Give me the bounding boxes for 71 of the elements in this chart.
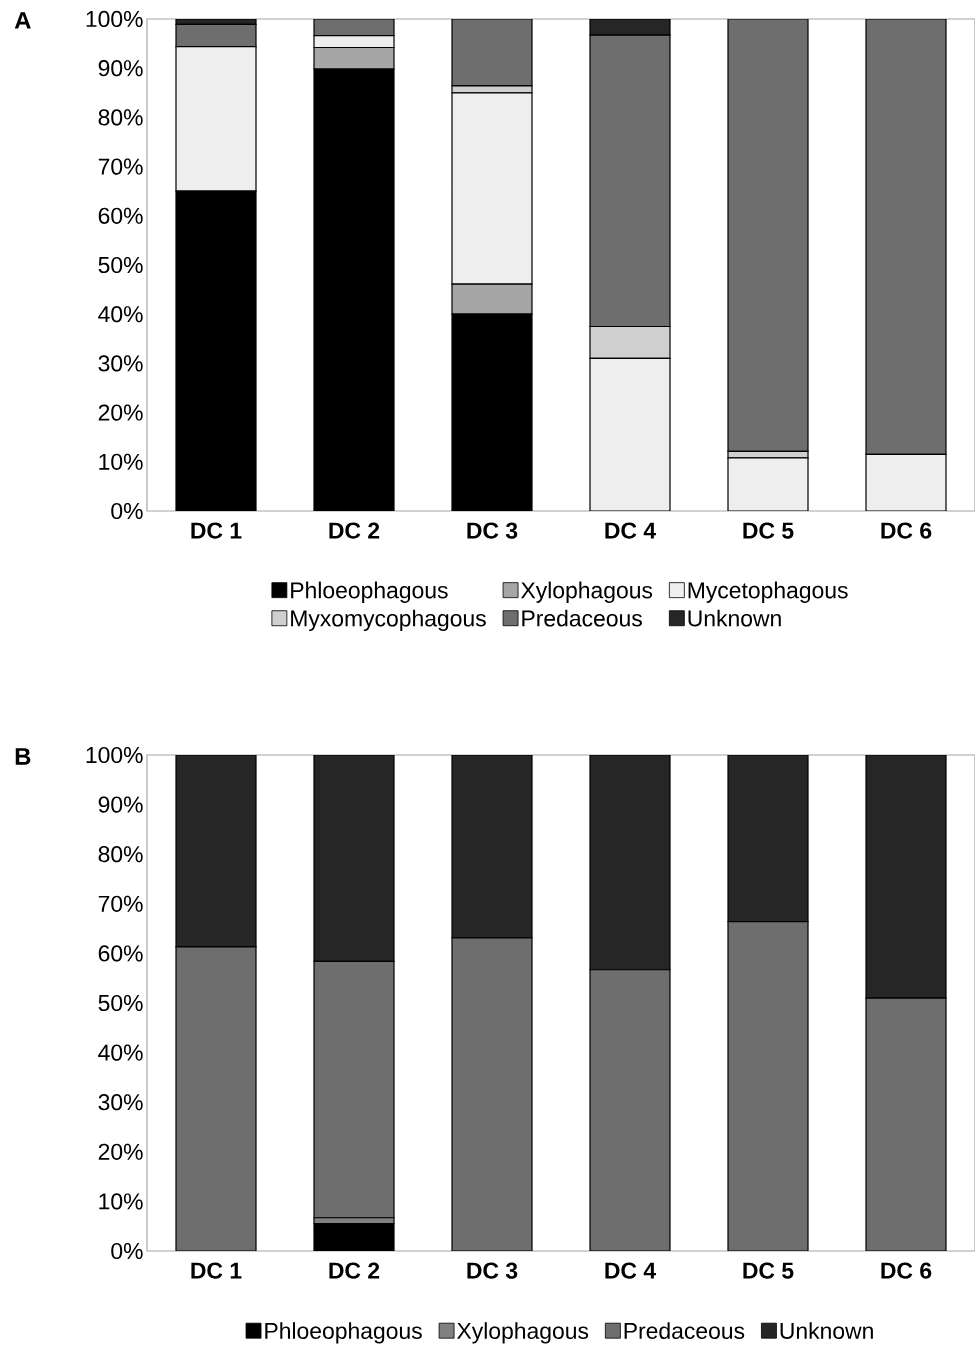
bar — [451, 18, 533, 87]
bar — [865, 755, 947, 999]
y-tick-label: 0% — [111, 1242, 143, 1260]
bar — [451, 92, 533, 285]
y-tick-label: 20% — [98, 404, 143, 421]
y-tick-label: 50% — [98, 994, 143, 1012]
bar — [727, 921, 809, 1251]
y-tick-label: 60% — [98, 945, 143, 962]
x-tick-label: DC 3 — [467, 522, 518, 539]
y-tick-label: 20% — [98, 1143, 143, 1160]
y-tick-label: 40% — [98, 1044, 143, 1061]
bar — [175, 946, 257, 1251]
y-tick-label: 100% — [86, 746, 143, 764]
bar — [313, 960, 395, 1219]
chart-title: A — [14, 12, 31, 29]
x-tick-label: DC 6 — [881, 1262, 932, 1279]
bar — [865, 453, 947, 511]
y-tick-label: 70% — [98, 158, 143, 175]
bar — [175, 45, 257, 192]
bar — [313, 35, 395, 49]
legend-label: Mycetophagous — [688, 581, 848, 603]
x-tick-label: DC 3 — [467, 1262, 518, 1279]
bar — [589, 357, 671, 511]
x-tick-label: DC 5 — [743, 1262, 794, 1279]
x-tick-label: DC 2 — [329, 1262, 380, 1279]
y-tick-label: 30% — [98, 1094, 143, 1111]
bar — [589, 325, 671, 360]
x-tick-label: DC 5 — [743, 522, 794, 539]
bar — [451, 755, 533, 939]
x-tick-label: DC 4 — [605, 1262, 656, 1279]
x-tick-label: DC 4 — [605, 522, 656, 539]
y-tick-label: 80% — [98, 109, 143, 126]
bar — [727, 457, 809, 511]
legend-label: Xylophagous — [457, 1322, 589, 1344]
y-tick-label: 10% — [99, 1193, 143, 1210]
bar — [865, 997, 947, 1251]
y-tick-label: 100% — [86, 10, 143, 28]
y-tick-label: 90% — [98, 796, 143, 813]
x-tick-label: DC 6 — [881, 522, 932, 539]
y-tick-label: 40% — [98, 306, 143, 323]
y-tick-label: 70% — [98, 895, 143, 912]
bar — [175, 755, 257, 948]
bar — [589, 969, 671, 1251]
x-tick-label: DC 2 — [329, 522, 380, 539]
bar — [313, 755, 395, 962]
legend-label: Unknown — [688, 609, 781, 627]
bar — [451, 937, 533, 1251]
y-tick-label: 10% — [99, 453, 143, 470]
legend-label: Phloeophagous — [291, 581, 448, 603]
y-tick-label: 30% — [98, 355, 143, 372]
bar — [589, 18, 671, 36]
bar — [175, 23, 257, 48]
legend-label: Predaceous — [624, 1322, 745, 1339]
chart-title: B — [15, 748, 31, 765]
y-tick-label: 90% — [98, 60, 143, 77]
bar — [589, 34, 671, 328]
legend-label: Xylophagous — [520, 581, 653, 603]
y-tick-label: 0% — [111, 502, 143, 520]
bar — [727, 755, 809, 923]
legend-label: Unknown — [780, 1322, 873, 1339]
legend-label: Myxomycophagous — [291, 609, 486, 632]
bar — [727, 18, 809, 453]
y-tick-label: 60% — [98, 207, 143, 224]
x-tick-label: DC 1 — [191, 522, 242, 539]
bar — [589, 755, 671, 971]
legend-label: Phloeophagous — [265, 1322, 422, 1344]
legend-label: Predaceous — [522, 609, 642, 627]
x-tick-label: DC 1 — [191, 1262, 242, 1279]
y-tick-label: 80% — [98, 846, 143, 863]
y-tick-label: 50% — [98, 256, 143, 274]
bar — [865, 18, 947, 456]
